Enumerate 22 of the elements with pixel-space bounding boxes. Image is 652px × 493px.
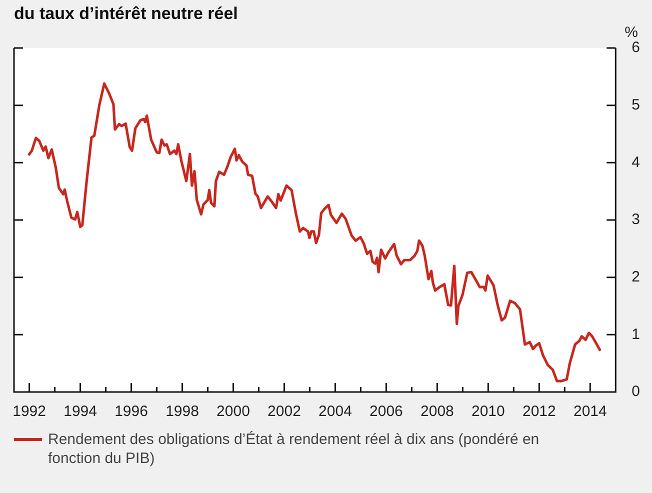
y-axis-title: %: [624, 24, 638, 41]
x-tick-label: 2012: [522, 403, 556, 420]
x-tick-label: 1994: [64, 403, 97, 420]
y-tick-label: 0: [632, 383, 640, 400]
y-tick-label: 6: [632, 39, 640, 56]
y-tick-label: 3: [632, 211, 640, 228]
y-tick-label: 5: [632, 96, 640, 114]
y-tick-label: 4: [632, 154, 640, 171]
x-tick-label: 2010: [472, 403, 505, 420]
x-tick-label: 2006: [370, 403, 403, 420]
x-tick-label: 1996: [114, 403, 148, 420]
x-tick-label: 2002: [268, 403, 301, 420]
legend-label: Rendement des obligations d’État à rendement réel à dix ans (pondéré en fonction du PIB): [48, 430, 540, 468]
x-tick-label: 1998: [166, 403, 199, 420]
y-tick-label: 2: [632, 268, 640, 286]
x-tick-label: 2004: [318, 403, 352, 420]
chart-title: du taux d’intérêt neutre réel: [13, 3, 239, 24]
y-tick-label: 1: [632, 326, 640, 343]
x-tick-label: 1992: [12, 403, 46, 420]
x-tick-label: 2014: [573, 403, 607, 420]
x-tick-label: 2008: [420, 403, 454, 420]
x-tick-label: 2000: [216, 403, 250, 420]
